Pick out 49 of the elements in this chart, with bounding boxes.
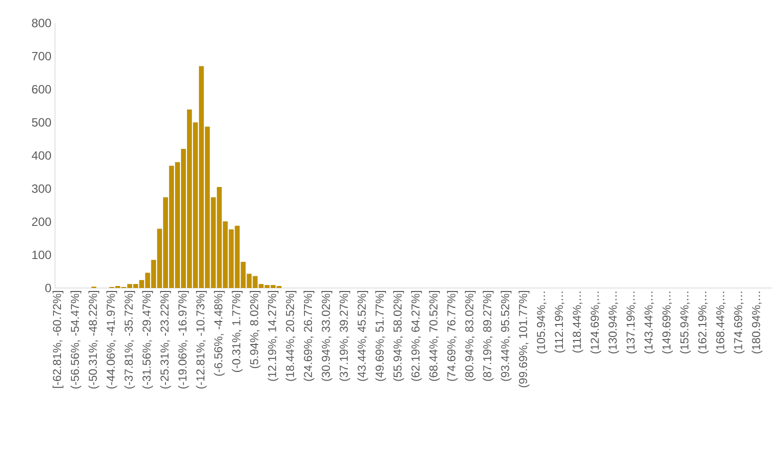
y-tick-label: 300 [32, 184, 52, 193]
y-tick-label: 800 [32, 18, 52, 28]
x-tick-label: (105.94%,… [536, 292, 548, 354]
x-tick-label: (43.44%, 45.52%] [357, 291, 368, 381]
x-tick-label: (-37.81%, -35.72%] [124, 291, 136, 389]
y-tick-label: 200 [32, 218, 52, 226]
x-tick-label: (149.69%,… [662, 292, 673, 354]
x-tick-label: (55.94%, 58.02%] [393, 291, 404, 381]
x-tick-label: (18.44%, 20.52%] [286, 291, 296, 381]
x-tick-label: (124.69%,… [590, 292, 602, 354]
x-tick-label: (-19.06%, -16.97%] [178, 291, 189, 389]
x-tick-label: (62.19%, 64.27%] [411, 291, 422, 381]
x-tick-label: (-31.56%, -29.47%] [142, 291, 153, 389]
x-tick-label: (93.44%, 95.52%] [500, 291, 512, 381]
x-tick-label: (-6.56%, -4.48%] [214, 291, 225, 376]
y-tick-label: 400 [32, 151, 52, 160]
x-tick-label: (30.94%, 33.02%] [322, 291, 332, 381]
y-tick-label: 500 [32, 118, 52, 127]
x-tick-label: (37.19%, 39.27%] [339, 291, 350, 381]
x-tick-label: (5.94%, 8.02%] [250, 291, 261, 368]
x-tick-label: (168.44%,… [716, 292, 727, 354]
x-tick-label: (130.94%,… [608, 292, 620, 354]
x-tick-label: (118.44%,… [572, 292, 584, 353]
x-tick-label: (-12.81%, -10.73%] [196, 291, 207, 389]
x-tick-label: (-0.31%, 1.77%] [232, 291, 243, 372]
x-tick-label: (-56.56%, -54.47%] [70, 291, 82, 389]
x-tick-label: (112.19%,… [554, 292, 566, 353]
x-tick-label: (143.44%,… [644, 292, 655, 354]
y-tick-label: 600 [32, 85, 52, 94]
x-tick-label: (155.94%,… [680, 292, 691, 354]
x-tick-label: (-50.31%, -48.22%] [88, 291, 100, 389]
y-tick-label: 700 [32, 52, 52, 60]
y-tick-label: 100 [32, 250, 52, 260]
x-tick-label: (49.69%, 51.77%] [375, 291, 386, 381]
x-tick-label: (80.94%, 83.02%] [464, 291, 476, 381]
x-tick-label: (12.19%, 14.27%] [268, 291, 278, 381]
x-tick-label: (68.44%, 70.52%] [429, 291, 440, 381]
x-tick-label: [-62.81%, -60.72%] [52, 291, 64, 388]
x-tick-label: (-44.06%, -41.97%] [106, 291, 118, 389]
x-tick-label: (74.69%, 76.77%] [446, 291, 458, 381]
x-tick-label: (99.69%, 101.77%] [518, 291, 530, 388]
x-tick-label: (162.19%,… [698, 292, 709, 354]
x-tick-label: (87.19%, 89.27%] [482, 291, 494, 381]
y-tick-label: 0 [45, 284, 52, 292]
x-tick-label: (137.19%,… [626, 292, 637, 354]
x-tick-label: (174.69%,… [734, 292, 744, 354]
x-tick-label: (180.94%,… [752, 292, 762, 354]
x-tick-label: (-25.31%, -23.22%] [160, 291, 171, 389]
x-tick-label: (24.69%, 26.77%] [304, 291, 314, 381]
